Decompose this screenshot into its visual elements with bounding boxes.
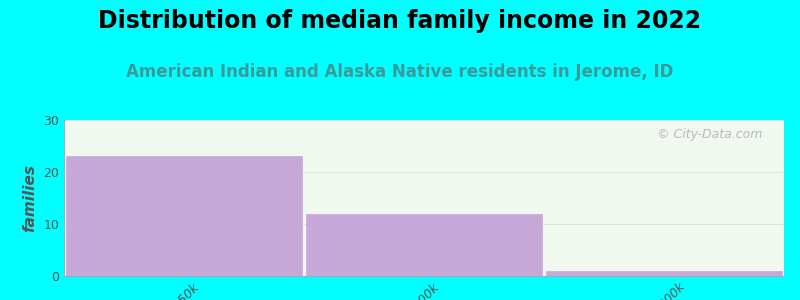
Bar bbox=[306, 214, 542, 276]
Y-axis label: families: families bbox=[22, 164, 38, 232]
Text: American Indian and Alaska Native residents in Jerome, ID: American Indian and Alaska Native reside… bbox=[126, 63, 674, 81]
Text: Distribution of median family income in 2022: Distribution of median family income in … bbox=[98, 9, 702, 33]
Bar bbox=[546, 271, 782, 276]
Bar bbox=[66, 156, 302, 276]
Text: © City-Data.com: © City-Data.com bbox=[657, 128, 762, 141]
